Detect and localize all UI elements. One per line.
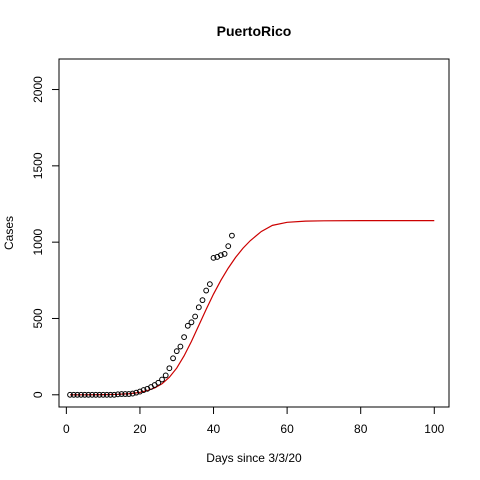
x-axis-label: Days since 3/3/20 [206,451,302,465]
data-point [181,334,187,340]
data-point [162,372,169,379]
data-point [89,391,96,398]
data-point [137,388,143,395]
data-point [166,365,173,372]
data-point [96,391,103,398]
data-point [126,391,132,397]
y-axis-label: Cases [2,216,16,250]
y-axis: 0 500 1000 1500 2000 [31,76,60,398]
data-point [67,391,73,398]
data-point [210,254,217,261]
data-point [107,391,114,398]
x-tick-label: 100 [424,422,444,436]
data-point [70,391,77,398]
data-point [129,390,136,397]
data-point [122,391,129,397]
y-tick-label: 2000 [31,76,45,103]
data-point [85,391,92,398]
data-point [170,355,176,362]
data-point [221,251,228,257]
plot-area [67,220,435,398]
data-point [225,243,232,250]
data-point [133,389,140,396]
data-point [159,376,165,383]
y-tick-label: 1000 [31,228,45,255]
x-tick-label: 20 [133,422,147,436]
data-point [217,252,224,259]
chart-title: PuertoRico [217,23,292,39]
data-point [74,391,81,398]
x-tick-label: 60 [280,422,294,436]
y-tick-label: 500 [31,308,45,328]
data-point [92,391,99,398]
y-tick-label: 0 [31,391,45,398]
data-point [155,379,162,386]
data-point [103,391,110,398]
data-point [199,297,206,304]
data-point [81,391,88,398]
data-point [111,391,118,398]
data-point [206,281,213,288]
y-tick-label: 1500 [31,152,45,179]
data-point [100,391,107,398]
x-axis: 0 20 40 60 80 100 [63,406,445,436]
data-point [229,232,235,239]
data-point [188,319,195,326]
x-tick-label: 80 [354,422,368,436]
data-point [114,391,121,398]
fit-curve-line [70,220,435,396]
data-point [177,343,184,350]
x-tick-label: 40 [207,422,221,436]
data-point [140,387,147,393]
x-tick-label: 0 [63,422,70,436]
data-point [203,287,210,294]
data-point [173,348,180,355]
data-point [184,322,191,329]
data-point [192,313,199,320]
data-point [195,304,202,311]
data-point [78,391,84,398]
data-point [118,391,125,397]
